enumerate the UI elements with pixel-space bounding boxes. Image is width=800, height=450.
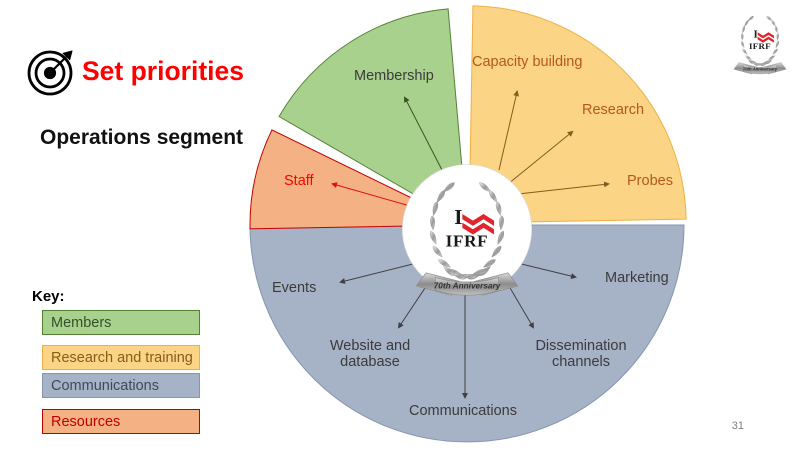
svg-text:I: I	[753, 28, 757, 40]
svg-text:IFRF: IFRF	[446, 231, 489, 250]
svg-text:70th Anniversary: 70th Anniversary	[434, 282, 501, 291]
svg-text:70th Anniversary: 70th Anniversary	[743, 67, 778, 72]
svg-text:I: I	[454, 205, 462, 229]
svg-text:IFRF: IFRF	[749, 41, 771, 51]
